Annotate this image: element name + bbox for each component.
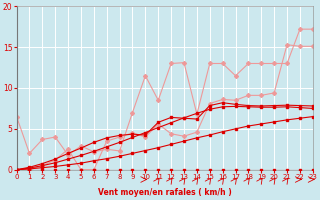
X-axis label: Vent moyen/en rafales ( km/h ): Vent moyen/en rafales ( km/h ) (98, 188, 232, 197)
